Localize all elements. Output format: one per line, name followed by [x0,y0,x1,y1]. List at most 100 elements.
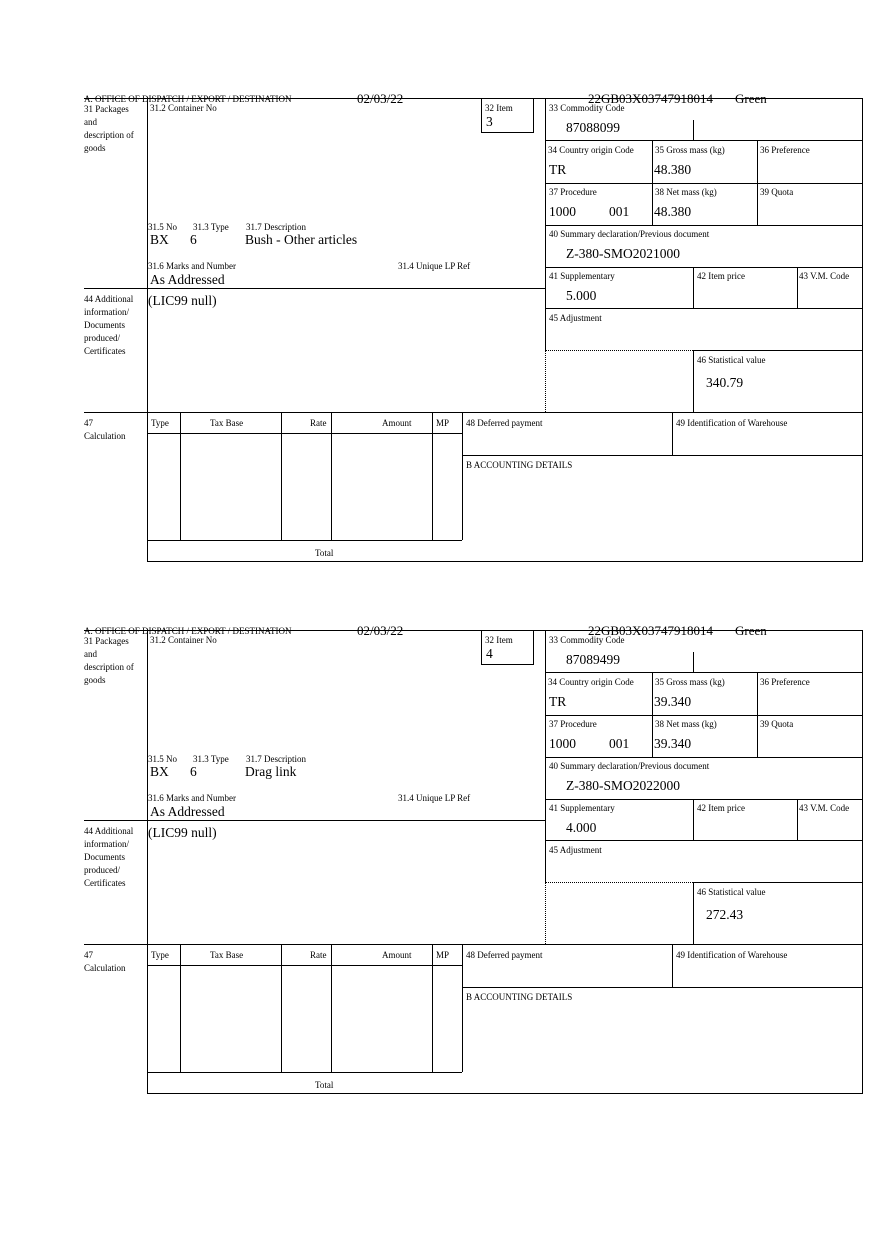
form-rule-line [545,225,862,226]
calc-rate-header: Rate [310,418,327,428]
form-rule-line [533,630,534,664]
procedure-label: 37 Procedure [549,719,597,729]
country-label: 34 Country origin Code [548,677,634,687]
warehouse-label: 49 Identification of Warehouse [676,418,788,428]
item-price-label: 42 Item price [697,271,745,281]
declaration-item-form: A. OFFICE OF DISPATCH / EXPORT / DESTINA… [0,623,882,1110]
form-rule-line [862,98,863,561]
commodity-code: 87088099 [566,120,620,135]
commodity-code: 87089499 [566,652,620,667]
form-rule-line [545,840,862,841]
calc-tax-base-header: Tax Base [210,418,244,428]
declaration-date: 02/03/22 [357,623,404,638]
office-heading: A. OFFICE OF DISPATCH / EXPORT / DESTINA… [84,626,292,636]
form-rule-line [545,267,862,268]
procedure-additional: 001 [609,204,630,219]
form-rule-line [545,350,546,412]
description-label: 31.7 Description [246,222,306,232]
container-no-label: 31.2 Container No [150,103,217,113]
adjustment-label: 45 Adjustment [549,845,602,855]
box31-label: 31 Packages and description of goods [84,636,134,685]
package-kind: BX [150,232,169,247]
adjustment-label: 45 Adjustment [549,313,602,323]
form-rule-line [757,672,758,757]
calc-type-header: Type [151,418,169,428]
net-mass: 48.380 [654,204,692,219]
unique-ref-label: 31.4 Unique LP Ref [398,261,471,271]
form-rule-line [180,412,181,540]
form-rule-line [533,98,534,132]
type-label: 31.3 Type [193,222,229,232]
form-rule-line [331,412,332,540]
item-number: 4 [486,646,493,661]
form-rule-line [545,757,862,758]
supplementary-label: 41 Supplementary [549,271,615,281]
item-number: 3 [486,114,493,129]
preference-label: 36 Preference [760,677,810,687]
gross-mass: 39.340 [654,694,692,709]
total-label: Total [315,548,334,558]
marks-label: 31.6 Marks and Number [148,793,236,803]
type-label: 31.3 Type [193,754,229,764]
unique-ref-label: 31.4 Unique LP Ref [398,793,471,803]
additional-info-value: (LIC99 null) [148,825,217,840]
gross-mass: 48.380 [654,162,692,177]
box44-label: 44 Additional information/ Documents pro… [84,294,134,356]
form-rule-line [84,944,862,945]
commodity-label: 33 Commodity Code [549,635,625,645]
package-count: 6 [190,232,197,247]
form-rule-line [147,630,148,1093]
country-code: TR [549,162,567,177]
form-rule-line [693,120,694,140]
form-rule-line [84,98,862,99]
quota-label: 39 Quota [760,187,794,197]
deferred-label: 48 Deferred payment [466,950,543,960]
calc-mp-header: MP [436,418,450,428]
statistical-value: 340.79 [706,375,744,390]
country-label: 34 Country origin Code [548,145,634,155]
box47-label: 47 Calculation [84,950,126,973]
container-no-label: 31.2 Container No [150,635,217,645]
form-rule-line [462,412,463,540]
accounting-label: B ACCOUNTING DETAILS [466,992,573,1002]
route-status: Green [735,91,767,106]
no-label: 31.5 No [148,754,177,764]
box31-label: 31 Packages and description of goods [84,104,134,153]
form-rule-line [481,630,482,664]
supplementary-units: 4.000 [566,820,597,835]
form-rule-line [147,965,462,966]
marks-label: 31.6 Marks and Number [148,261,236,271]
form-rule-line [652,672,653,757]
form-rule-line [481,98,482,132]
form-rule-line [462,987,862,988]
form-rule-line [797,267,798,308]
statistical-value: 272.43 [706,907,744,922]
form-rule-line [84,288,545,289]
form-rule-line [180,944,181,1072]
form-rule-line [693,350,694,412]
supplementary-label: 41 Supplementary [549,803,615,813]
form-rule-line [693,882,694,944]
form-rule-line [693,882,862,883]
form-rule-line [147,98,148,561]
form-rule-line [147,561,863,562]
form-rule-line [147,1072,462,1073]
form-rule-line [331,944,332,1072]
form-rule-line [84,820,545,821]
warehouse-label: 49 Identification of Warehouse [676,950,788,960]
procedure-code: 1000 [549,204,576,219]
package-kind: BX [150,764,169,779]
marks-value: As Addressed [150,804,225,819]
form-rule-line [545,308,862,309]
declaration-date: 02/03/22 [357,91,404,106]
vm-code-label: 43 V.M. Code [799,271,850,281]
procedure-additional: 001 [609,736,630,751]
form-rule-line [147,1093,863,1094]
form-rule-line [84,630,862,631]
form-rule-line [545,672,862,673]
calc-amount-header: Amount [382,950,412,960]
item-label: 32 Item [485,103,513,113]
additional-info-value: (LIC99 null) [148,293,217,308]
form-rule-line [652,140,653,225]
